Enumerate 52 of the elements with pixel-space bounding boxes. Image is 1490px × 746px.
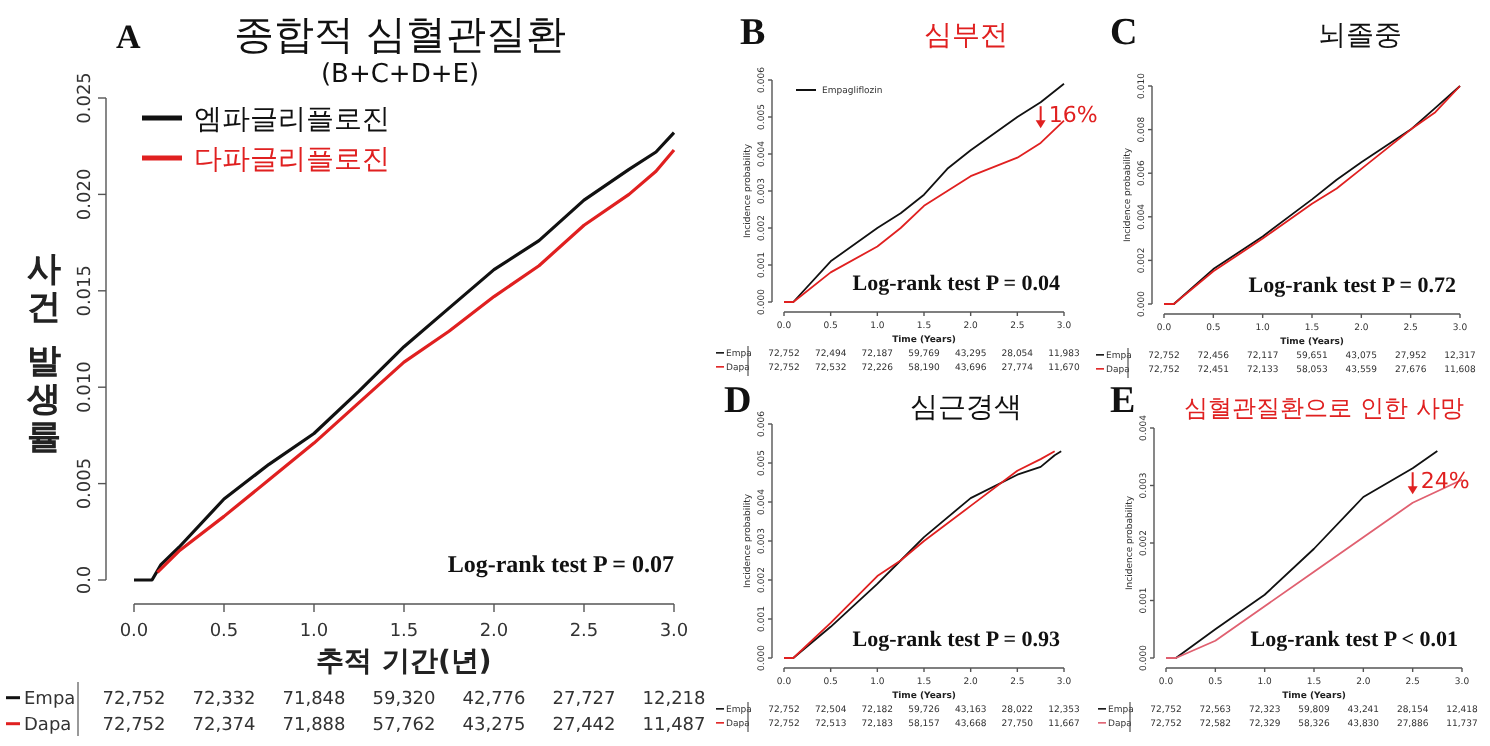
text: 72,332 (192, 690, 256, 710)
annotation: Log-rank test P < 0.01 (1250, 628, 1458, 652)
chart-subtitle: (B+C+D+E) (320, 60, 480, 90)
chart-title: 종합적 심혈관질환 (233, 10, 567, 58)
text: 11,487 (642, 716, 706, 736)
text: 43,275 (462, 716, 526, 736)
text: 59,320 (372, 690, 437, 710)
y-tick-label: 0.0 (76, 565, 96, 595)
annotation: 24% (1420, 468, 1470, 495)
text: 27,442 (552, 716, 616, 736)
annotation: Log-rank test P = 0.72 (1248, 274, 1457, 298)
text: B (740, 12, 766, 54)
y-tick-label: 0.010 (76, 360, 96, 413)
text: 12,218 (642, 690, 707, 710)
chart-title: 심근경색 (910, 392, 1022, 424)
text: A (116, 18, 142, 56)
y-axis-title: 사건 발생률 (25, 250, 61, 458)
legend-label: 다파글리플로진 (194, 144, 390, 176)
annotation: Log-rank test P = 0.07 (447, 550, 674, 578)
text: 71,888 (282, 716, 347, 736)
text: 71,848 (282, 690, 347, 710)
text: 72,752 (102, 690, 166, 710)
x-axis-title: 추적 기간(년) (316, 646, 492, 678)
annotation: Log-rank test P = 0.93 (852, 628, 1061, 652)
chart-title: 뇌졸중 (1318, 20, 1402, 52)
text: E (1110, 380, 1136, 422)
x-tick-label: 1.0 (299, 622, 329, 642)
text: D (724, 380, 752, 422)
text: 72,752 (102, 716, 166, 736)
text: 72,374 (192, 716, 257, 736)
y-tick-label: 0.020 (76, 168, 96, 221)
chart-title: 심혈관질환으로 인한 사망 (1184, 394, 1464, 422)
x-tick-label: 0.0 (119, 622, 149, 642)
text: C (1110, 12, 1138, 54)
annotation: 16% (1048, 102, 1098, 129)
x-tick-label: 2.5 (569, 622, 599, 642)
chart-title: 심부전 (924, 20, 1008, 52)
text: Dapa (24, 716, 72, 736)
text: 42,776 (462, 690, 527, 710)
annotation: Log-rank test P = 0.04 (852, 272, 1061, 296)
text: 57,762 (372, 716, 436, 736)
legend-label: 엠파글리플로진 (194, 104, 390, 136)
x-tick-label: 1.5 (389, 622, 419, 642)
x-tick-label: 0.5 (209, 622, 239, 642)
text: 27,727 (552, 690, 616, 710)
text: Empa (24, 690, 76, 710)
y-tick-label: 0.015 (76, 265, 96, 317)
x-tick-label: 3.0 (659, 622, 689, 642)
y-tick-label: 0.005 (76, 457, 96, 510)
x-tick-label: 2.0 (479, 622, 509, 642)
line-series (783, 119, 1065, 303)
y-tick-label: 0.025 (76, 72, 96, 124)
